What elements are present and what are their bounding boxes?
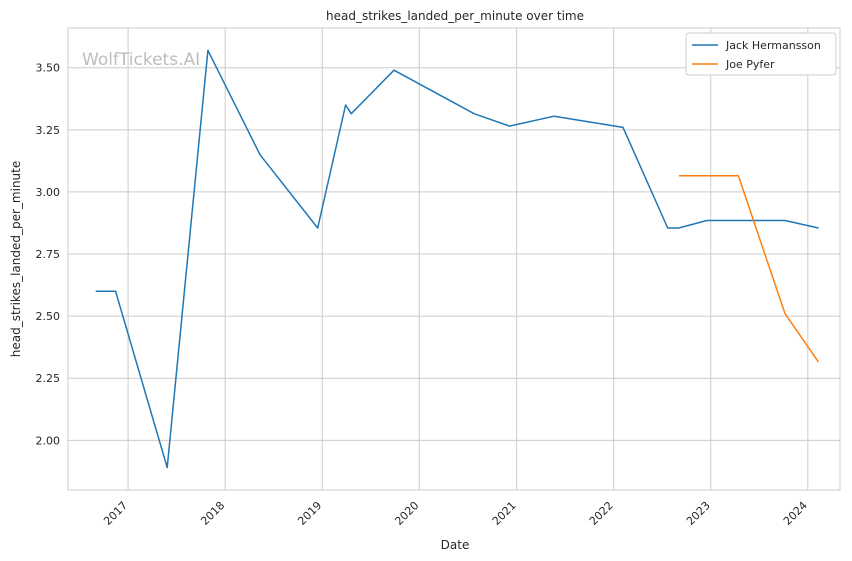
x-tick-label: 2021 xyxy=(490,499,519,528)
watermark: WolfTickets.AI xyxy=(82,50,200,70)
x-tick-label: 2019 xyxy=(295,499,324,528)
y-tick-label: 3.25 xyxy=(36,124,61,137)
series-line-joe-pyfer xyxy=(678,175,820,363)
y-tick-label: 3.50 xyxy=(36,62,61,75)
gridlines xyxy=(68,28,840,490)
legend-label: Joe Pyfer xyxy=(725,58,775,71)
x-axis-ticks: 2017 2018 2019 2020 2021 2022 2023 2024 xyxy=(101,499,810,528)
y-tick-label: 2.00 xyxy=(36,434,61,447)
x-tick-label: 2017 xyxy=(101,499,130,528)
x-tick-label: 2023 xyxy=(684,499,713,528)
series-line-jack-hermansson xyxy=(95,49,819,469)
y-axis-ticks: 2.00 2.25 2.50 2.75 3.00 3.25 3.50 xyxy=(36,62,61,448)
y-tick-label: 2.25 xyxy=(36,372,61,385)
legend-label: Jack Hermansson xyxy=(725,39,821,52)
y-tick-label: 2.50 xyxy=(36,310,61,323)
x-axis-label: Date xyxy=(441,538,470,552)
legend-box xyxy=(685,32,837,76)
x-tick-label: 2020 xyxy=(392,499,421,528)
x-tick-label: 2018 xyxy=(198,499,227,528)
legend: Jack Hermansson Joe Pyfer xyxy=(685,32,837,76)
chart-title: head_strikes_landed_per_minute over time xyxy=(326,9,584,23)
y-tick-label: 3.00 xyxy=(36,186,61,199)
y-tick-label: 2.75 xyxy=(36,248,61,261)
y-axis-label: head_strikes_landed_per_minute xyxy=(9,161,23,358)
series-lines xyxy=(95,49,820,469)
plot-area xyxy=(67,27,841,491)
x-tick-label: 2024 xyxy=(781,499,810,528)
x-tick-label: 2022 xyxy=(587,499,616,528)
